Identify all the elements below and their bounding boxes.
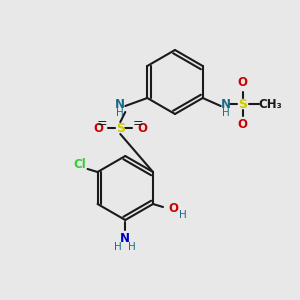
Text: O: O <box>137 122 147 134</box>
Text: O: O <box>238 118 248 131</box>
Text: S: S <box>238 98 247 110</box>
Text: CH₃: CH₃ <box>259 98 283 110</box>
Text: =: = <box>133 118 144 130</box>
Text: Cl: Cl <box>73 158 86 172</box>
Text: H: H <box>179 210 187 220</box>
Text: S: S <box>116 122 125 134</box>
Text: H: H <box>116 108 124 118</box>
Text: =: = <box>97 118 108 130</box>
Text: N: N <box>120 232 130 244</box>
Text: N: N <box>115 98 125 110</box>
Text: H: H <box>128 242 136 252</box>
Text: O: O <box>168 202 178 215</box>
Text: O: O <box>93 122 103 134</box>
Text: N: N <box>221 98 231 110</box>
Text: H: H <box>222 108 230 118</box>
Text: O: O <box>238 76 248 89</box>
Text: H: H <box>114 242 122 252</box>
